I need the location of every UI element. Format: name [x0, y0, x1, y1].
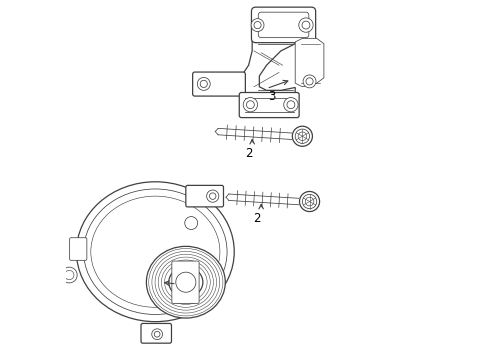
Polygon shape	[242, 39, 295, 98]
Ellipse shape	[84, 189, 227, 315]
Ellipse shape	[165, 263, 207, 302]
Circle shape	[200, 80, 207, 87]
Ellipse shape	[158, 257, 214, 307]
FancyBboxPatch shape	[193, 72, 245, 96]
Text: 1: 1	[179, 285, 186, 298]
Circle shape	[299, 192, 319, 212]
Circle shape	[295, 129, 310, 143]
Circle shape	[287, 101, 295, 109]
Ellipse shape	[149, 248, 223, 316]
Circle shape	[152, 329, 163, 339]
FancyBboxPatch shape	[239, 93, 299, 118]
Ellipse shape	[169, 267, 203, 297]
Circle shape	[305, 197, 314, 206]
FancyBboxPatch shape	[70, 238, 87, 260]
FancyBboxPatch shape	[258, 12, 309, 38]
Polygon shape	[295, 39, 324, 87]
Circle shape	[176, 272, 196, 292]
Circle shape	[207, 190, 219, 202]
FancyBboxPatch shape	[141, 323, 171, 343]
Circle shape	[299, 18, 313, 32]
Text: 2: 2	[253, 212, 261, 225]
Circle shape	[302, 194, 317, 209]
FancyBboxPatch shape	[251, 7, 316, 42]
Ellipse shape	[173, 271, 198, 293]
Circle shape	[154, 331, 160, 337]
Circle shape	[243, 98, 258, 112]
Circle shape	[210, 193, 216, 199]
Circle shape	[254, 22, 261, 29]
Circle shape	[246, 101, 254, 109]
FancyBboxPatch shape	[172, 261, 199, 303]
Circle shape	[185, 217, 197, 229]
Circle shape	[306, 78, 313, 85]
Circle shape	[197, 77, 210, 90]
Circle shape	[293, 126, 313, 146]
Ellipse shape	[152, 251, 220, 313]
Ellipse shape	[76, 182, 234, 321]
FancyBboxPatch shape	[186, 185, 223, 207]
Ellipse shape	[91, 196, 220, 307]
Text: 2: 2	[245, 147, 252, 160]
Circle shape	[65, 270, 74, 280]
Ellipse shape	[147, 246, 225, 318]
Circle shape	[302, 21, 310, 29]
Circle shape	[251, 19, 264, 32]
Circle shape	[303, 75, 316, 88]
Text: 3: 3	[269, 90, 276, 103]
Circle shape	[284, 98, 298, 112]
Circle shape	[61, 267, 77, 283]
Ellipse shape	[155, 254, 217, 310]
Ellipse shape	[161, 260, 210, 305]
Circle shape	[298, 132, 307, 140]
